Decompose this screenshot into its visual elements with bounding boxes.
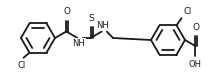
Text: NH: NH [96, 22, 109, 30]
Text: Cl: Cl [17, 61, 26, 70]
Text: S: S [89, 14, 94, 23]
Text: OH: OH [189, 60, 202, 69]
Text: O: O [193, 23, 200, 32]
Text: NH: NH [72, 39, 85, 48]
Text: O: O [64, 7, 71, 16]
Text: Cl: Cl [184, 7, 192, 16]
